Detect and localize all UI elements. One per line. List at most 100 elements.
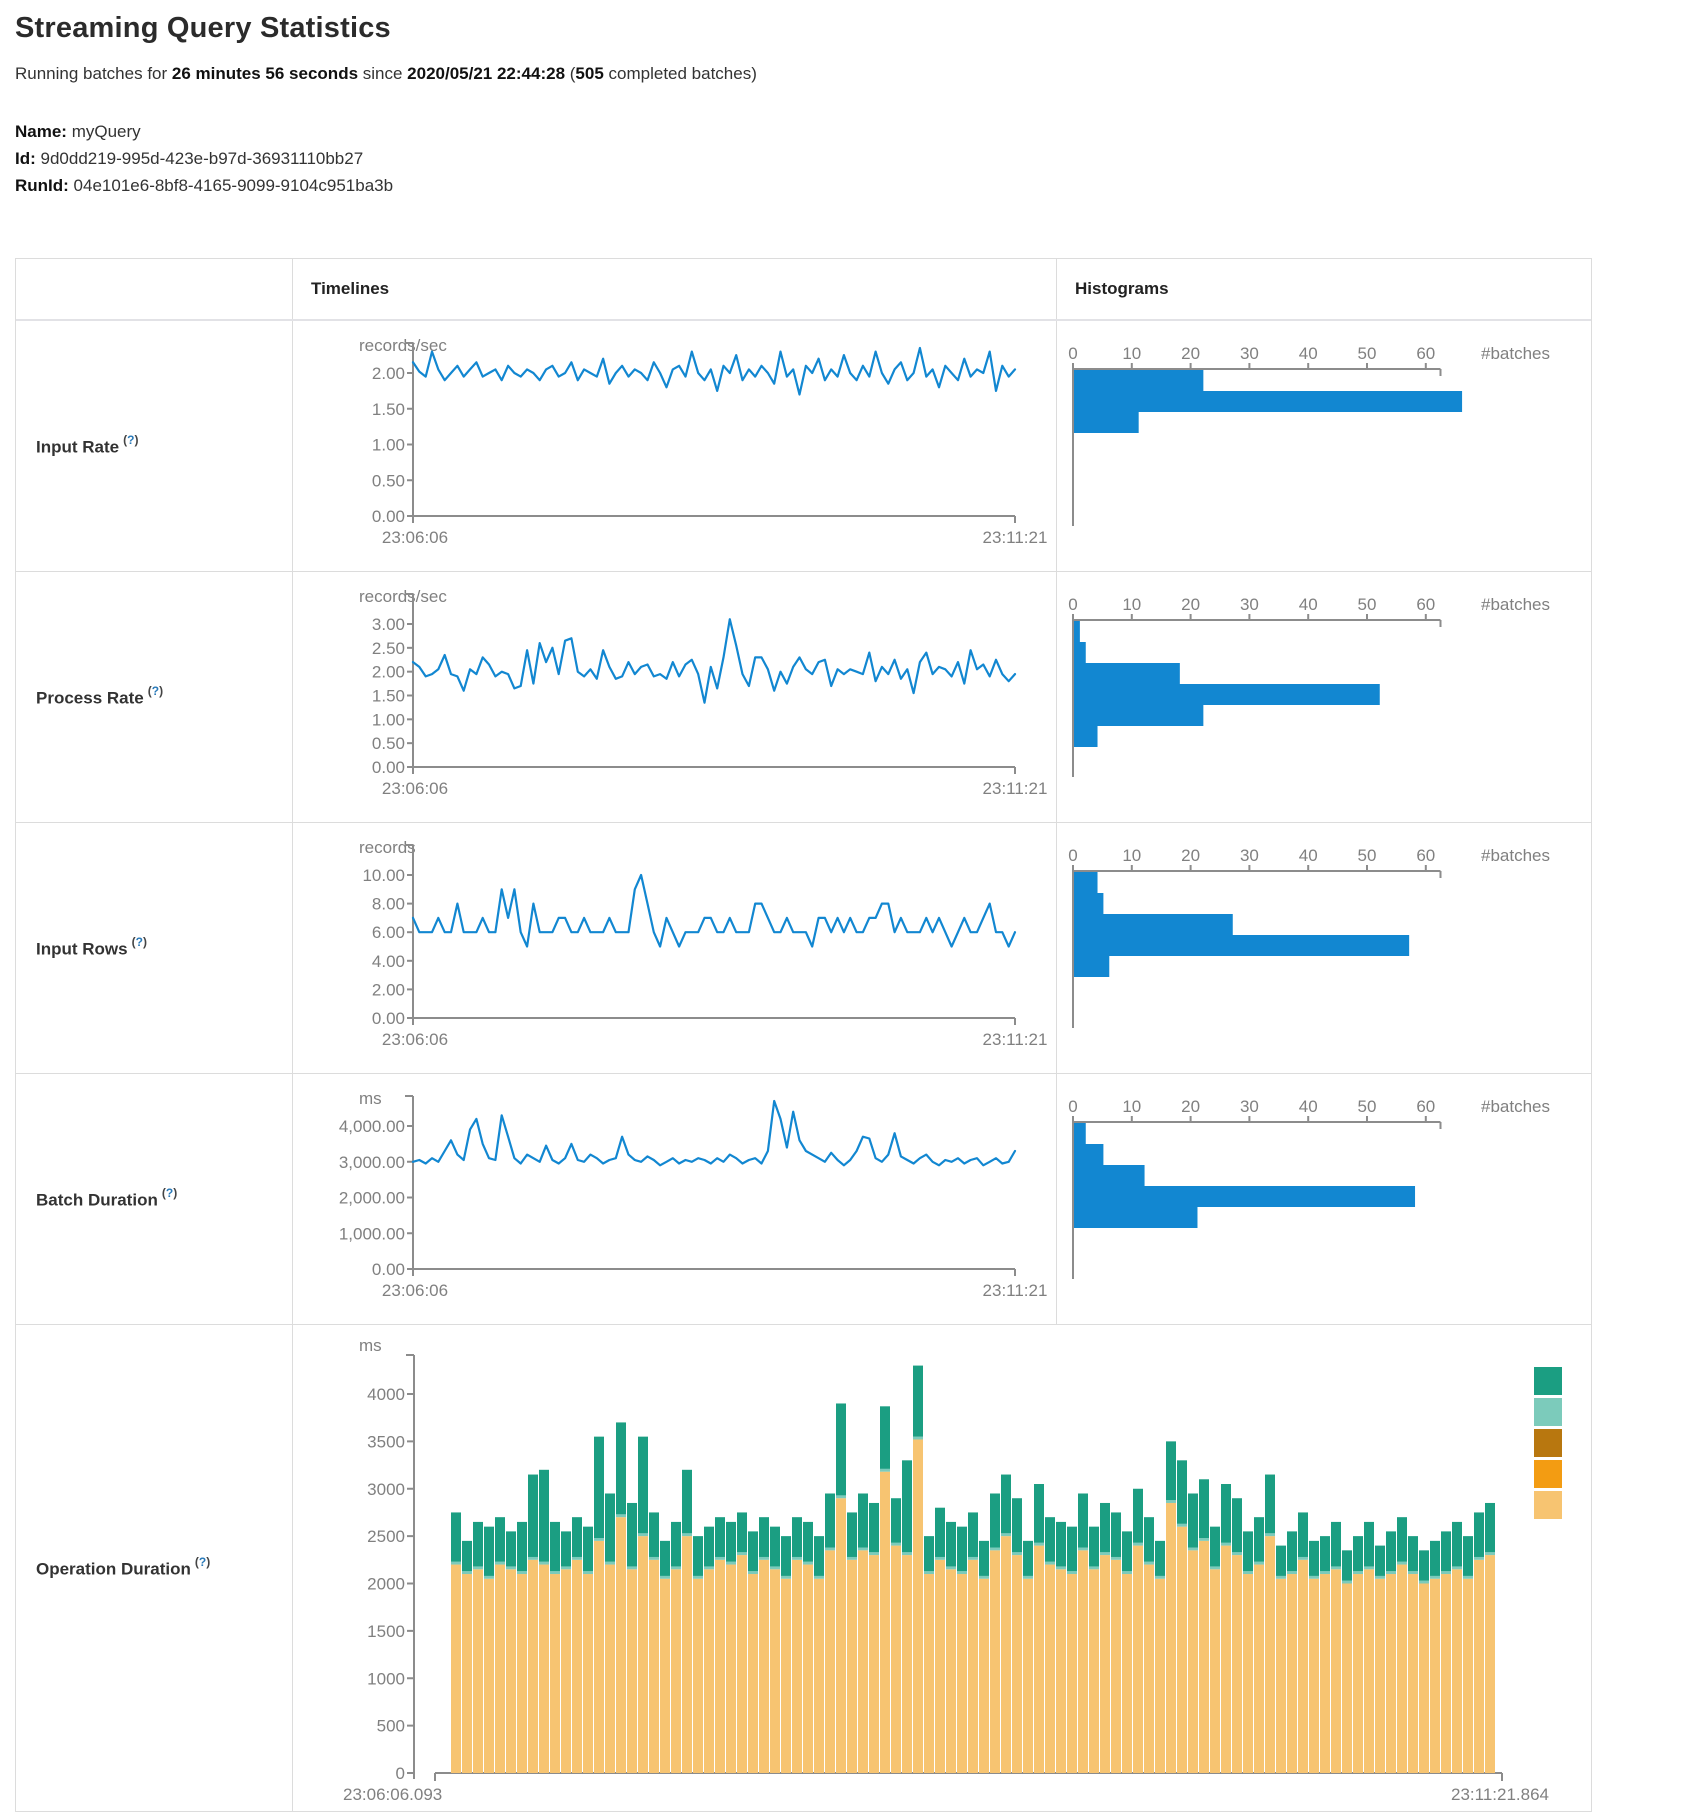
svg-text:40: 40: [1299, 595, 1318, 614]
svg-text:8.00: 8.00: [372, 895, 405, 914]
svg-text:30: 30: [1240, 344, 1259, 363]
svg-text:500: 500: [377, 1717, 405, 1736]
row-label-process-rate: Process Rate (?): [36, 683, 164, 709]
row-label-batch-duration: Batch Duration (?): [36, 1185, 178, 1211]
svg-text:2.00: 2.00: [372, 663, 405, 682]
row-input-rate: Input Rate (?) records/sec 2.00 1.50 1.00 0.5…: [16, 321, 1591, 572]
svg-text:1.50: 1.50: [372, 687, 405, 706]
svg-text:30: 30: [1240, 846, 1259, 865]
svg-text:2000: 2000: [367, 1575, 405, 1594]
query-runid-label: RunId:: [15, 176, 69, 195]
svg-text:50: 50: [1358, 595, 1377, 614]
page-title: Streaming Query Statistics: [15, 12, 391, 44]
svg-text:23:06:06.093: 23:06:06.093: [343, 1785, 442, 1804]
timeline-chart-process-rate: records/sec 3.00 2.50 2.00 1.50 1.00 0.50 0.00 2…: [293, 572, 1057, 822]
query-id-value: 9d0dd219-995d-423e-b97d-36931110bb27: [35, 149, 364, 168]
svg-text:2,000.00: 2,000.00: [339, 1189, 405, 1208]
running-batches-summary: Running batches for 26 minutes 56 second…: [15, 64, 757, 84]
svg-text:40: 40: [1299, 846, 1318, 865]
svg-text:23:11:21: 23:11:21: [983, 1030, 1048, 1049]
svg-text:4.00: 4.00: [372, 952, 405, 971]
histogram-chart-input-rows: 0 10 20 30 40 50 60 #batches: [1057, 823, 1591, 1073]
summary-prefix: Running batches for: [15, 64, 172, 83]
svg-text:50: 50: [1358, 1097, 1377, 1116]
row-label-text: Process Rate: [36, 688, 144, 708]
svg-text:23:11:21: 23:11:21: [983, 1281, 1048, 1300]
svg-text:ms: ms: [359, 1336, 382, 1355]
svg-text:20: 20: [1181, 344, 1200, 363]
svg-text:3000: 3000: [367, 1480, 405, 1499]
svg-text:#batches: #batches: [1481, 846, 1550, 865]
help-icon[interactable]: (?): [131, 934, 147, 949]
svg-text:1.50: 1.50: [372, 400, 405, 419]
svg-text:0: 0: [1068, 344, 1077, 363]
svg-text:4000: 4000: [367, 1385, 405, 1404]
svg-text:30: 30: [1240, 1097, 1259, 1116]
query-runid-value: 04e101e6-8bf8-4165-9099-9104c951ba3b: [68, 176, 394, 195]
summary-paren: (: [565, 64, 576, 83]
query-id-label: Id:: [15, 149, 36, 168]
row-label-input-rate: Input Rate (?): [36, 432, 139, 458]
svg-text:records/sec: records/sec: [359, 336, 447, 355]
query-name-line: Name: myQuery: [15, 118, 393, 145]
svg-text:60: 60: [1416, 846, 1435, 865]
row-label-text: Input Rows: [36, 939, 128, 959]
svg-text:50: 50: [1358, 344, 1377, 363]
help-icon[interactable]: (?): [147, 683, 164, 698]
svg-text:60: 60: [1416, 1097, 1435, 1116]
svg-text:records: records: [359, 838, 416, 857]
svg-text:23:06:06: 23:06:06: [382, 528, 448, 547]
histogram-chart-input-rate: 0 10 20 30 40 50 60 #batches: [1057, 321, 1591, 571]
timeline-chart-input-rate: records/sec 2.00 1.50 1.00 0.50 0.00 23:06:06 2…: [293, 321, 1057, 571]
svg-text:0: 0: [396, 1764, 405, 1783]
svg-text:3500: 3500: [367, 1432, 405, 1451]
svg-text:20: 20: [1181, 1097, 1200, 1116]
legend-swatch: [1534, 1460, 1562, 1488]
row-operation-duration: Operation Duration (?) ms 4000 3500 3000 2500…: [16, 1325, 1591, 1812]
svg-text:0.00: 0.00: [372, 1009, 405, 1028]
row-label-text: Operation Duration: [36, 1559, 191, 1579]
timeline-svg: records/sec 3.00 2.50 2.00 1.50 1.00 0.50 0.00 2…: [359, 587, 1048, 798]
svg-text:3.00: 3.00: [372, 615, 405, 634]
query-id-line: Id: 9d0dd219-995d-423e-b97d-36931110bb27: [15, 145, 393, 172]
svg-text:23:11:21: 23:11:21: [983, 779, 1048, 798]
summary-suffix: completed batches): [603, 64, 757, 83]
svg-text:23:11:21: 23:11:21: [983, 528, 1048, 547]
help-icon[interactable]: (?): [161, 1185, 178, 1200]
svg-text:3,000.00: 3,000.00: [339, 1153, 405, 1172]
table-header-row: Timelines Histograms: [16, 259, 1591, 321]
svg-text:50: 50: [1358, 846, 1377, 865]
svg-text:1500: 1500: [367, 1622, 405, 1641]
legend-swatch: [1534, 1398, 1562, 1426]
timeline-chart-input-rows: records 10.00 8.00 6.00 4.00 2.00 0.00 23:06:06…: [293, 823, 1057, 1073]
svg-text:ms: ms: [359, 1089, 382, 1108]
summary-duration: 26 minutes 56 seconds: [171, 64, 359, 83]
svg-text:#batches: #batches: [1481, 344, 1550, 363]
legend-swatch: [1534, 1491, 1562, 1519]
row-label-operation-duration: Operation Duration (?): [36, 1555, 211, 1580]
row-label-text: Batch Duration: [36, 1190, 158, 1210]
query-name-value: myQuery: [66, 122, 141, 141]
svg-text:1000: 1000: [367, 1669, 405, 1688]
row-process-rate: Process Rate (?) records/sec 3.00 2.50 2.00 1…: [16, 572, 1591, 823]
svg-text:23:06:06: 23:06:06: [382, 1281, 448, 1300]
svg-text:10: 10: [1122, 595, 1141, 614]
svg-text:40: 40: [1299, 344, 1318, 363]
svg-text:60: 60: [1416, 595, 1435, 614]
header-histograms: Histograms: [1075, 279, 1169, 298]
svg-text:6.00: 6.00: [372, 923, 405, 942]
help-icon[interactable]: (?): [194, 1555, 211, 1570]
histogram-svg: 0 10 20 30 40 50 60 #batches: [1068, 846, 1550, 1028]
svg-text:#batches: #batches: [1481, 595, 1550, 614]
help-icon[interactable]: (?): [123, 432, 139, 447]
operation-duration-chart: ms 4000 3500 3000 2500 2000 1500 1000 500 0 23:06:…: [293, 1325, 1591, 1812]
query-runid-line: RunId: 04e101e6-8bf8-4165-9099-9104c951b…: [15, 172, 393, 199]
svg-text:2.00: 2.00: [372, 364, 405, 383]
header-empty-cell: [16, 259, 293, 319]
svg-text:0: 0: [1068, 595, 1077, 614]
row-batch-duration: Batch Duration (?) ms 4,000.00 3,000.00 2,00…: [16, 1074, 1591, 1325]
svg-text:10: 10: [1122, 846, 1141, 865]
summary-batch-count: 505: [575, 64, 604, 83]
query-metadata: Name: myQuery Id: 9d0dd219-995d-423e-b97…: [15, 118, 393, 199]
svg-text:0.00: 0.00: [372, 507, 405, 526]
